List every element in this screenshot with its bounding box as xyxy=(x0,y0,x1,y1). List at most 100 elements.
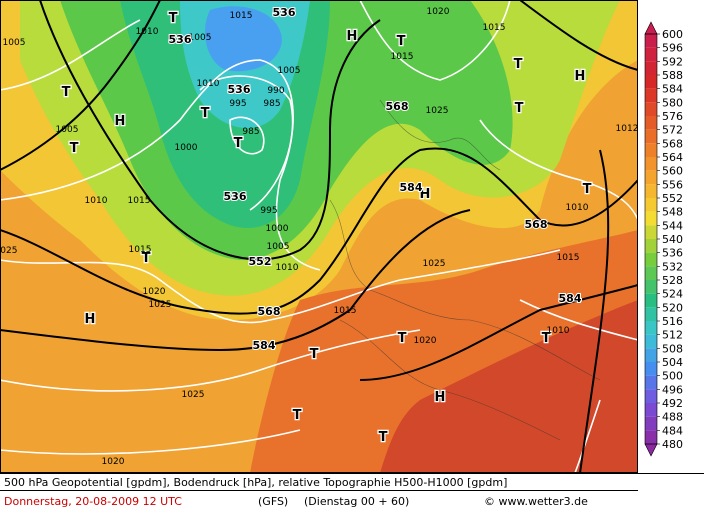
isobar-label: 1010 xyxy=(197,79,220,89)
pressure-system: H xyxy=(575,69,586,84)
colorbar-label: 560 xyxy=(662,165,683,178)
isobar-label: 1000 xyxy=(175,143,198,153)
colorbar-band xyxy=(645,389,657,403)
colorbar-band xyxy=(645,266,657,280)
pressure-system: T xyxy=(201,106,210,121)
isobar-label: 1012 xyxy=(616,124,639,134)
colorbar-band xyxy=(645,225,657,239)
colorbar-label: 592 xyxy=(662,55,683,68)
colorbar-label: 580 xyxy=(662,96,683,109)
isobar-label: 1005 xyxy=(3,38,26,48)
pressure-system: H xyxy=(115,114,126,129)
colorbar-cap xyxy=(644,21,658,35)
pressure-system: T xyxy=(397,34,406,49)
colorbar-band xyxy=(645,47,657,62)
colorbar-label: 508 xyxy=(662,342,683,355)
colorbar-label: 524 xyxy=(662,288,683,301)
isobar-label: 990 xyxy=(267,86,284,96)
isobar-label: 985 xyxy=(242,127,259,137)
colorbar-label: 572 xyxy=(662,124,683,137)
colorbar-label: 544 xyxy=(662,219,683,232)
colorbar-band xyxy=(645,184,657,198)
height-label: 584 xyxy=(253,339,276,352)
colorbar-label: 584 xyxy=(662,83,683,96)
pressure-system: T xyxy=(379,430,388,445)
colorbar-label: 520 xyxy=(662,301,683,314)
pressure-system: T xyxy=(169,11,178,26)
isobar-label: 1020 xyxy=(143,287,166,297)
colorbar-label: 480 xyxy=(662,438,683,451)
isobar-label: 1010 xyxy=(276,263,299,273)
isobar-label: 1020 xyxy=(427,7,450,17)
colorbar-label: 548 xyxy=(662,206,683,219)
colorbar-label: 500 xyxy=(662,370,683,383)
isobar-label: 1010 xyxy=(85,196,108,206)
pressure-system: T xyxy=(62,85,71,100)
isobar-label: 1010 xyxy=(136,27,159,37)
colorbar: 6005965925885845805765725685645605565525… xyxy=(644,21,683,457)
isobar-label: 1015 xyxy=(391,52,414,62)
colorbar-label: 540 xyxy=(662,233,683,246)
colorbar-label: 552 xyxy=(662,192,683,205)
pressure-system: H xyxy=(420,187,431,202)
colorbar-band xyxy=(645,211,657,226)
isobar-label: 985 xyxy=(263,99,280,109)
height-label: 568 xyxy=(258,305,281,318)
isobar-label: 1015 xyxy=(557,253,580,263)
pressure-system: T xyxy=(542,331,551,346)
isobar-label: 1015 xyxy=(483,23,506,33)
height-label: 584 xyxy=(559,292,582,305)
isobar-label: 1020 xyxy=(102,457,125,467)
colorbar-band xyxy=(645,403,657,417)
colorbar-band xyxy=(645,75,657,89)
isobar-label: 1010 xyxy=(566,203,589,213)
colorbar-band xyxy=(645,116,657,130)
height-label: 536 xyxy=(273,6,296,19)
isobar-label: 1015 xyxy=(129,245,152,255)
height-label: 552 xyxy=(249,255,272,268)
height-label: 536 xyxy=(228,83,251,96)
colorbar-label: 576 xyxy=(662,110,683,123)
isobar-label: 1015 xyxy=(334,306,357,316)
pressure-system: T xyxy=(515,101,524,116)
pressure-system: T xyxy=(398,331,407,346)
colorbar-label: 488 xyxy=(662,411,683,424)
colorbar-band xyxy=(645,334,657,349)
pressure-system: T xyxy=(70,141,79,156)
colorbar-band xyxy=(645,430,657,444)
colorbar-band xyxy=(645,157,657,171)
colorbar-band xyxy=(645,321,657,335)
colorbar-label: 556 xyxy=(662,178,683,191)
field-band xyxy=(205,6,282,72)
colorbar-label: 496 xyxy=(662,383,683,396)
height-label: 568 xyxy=(525,218,548,231)
isobar-label: 1025 xyxy=(426,106,449,116)
colorbar-label: 516 xyxy=(662,315,683,328)
footer-date: Donnerstag, 20-08-2009 12 UTC xyxy=(4,495,182,508)
height-label: 584 xyxy=(400,181,423,194)
colorbar-label: 532 xyxy=(662,260,683,273)
colorbar-label: 568 xyxy=(662,137,683,150)
colorbar-cap xyxy=(644,443,658,457)
colorbar-label: 536 xyxy=(662,247,683,260)
isobar-label: 1005 xyxy=(267,242,290,252)
pressure-system: H xyxy=(347,29,358,44)
isobar-label: 1010 xyxy=(547,326,570,336)
colorbar-band xyxy=(645,88,657,103)
pressure-system: H xyxy=(435,390,446,405)
colorbar-band xyxy=(645,170,657,185)
colorbar-label: 492 xyxy=(662,397,683,410)
pressure-system: T xyxy=(293,408,302,423)
isobar-label: 995 xyxy=(229,99,246,109)
isobar-label: 1020 xyxy=(414,336,437,346)
colorbar-band xyxy=(645,239,657,253)
colorbar-label: 504 xyxy=(662,356,683,369)
isobar-label: 1025 xyxy=(149,300,172,310)
isobar-label: 1015 xyxy=(230,11,253,21)
colorbar-label: 564 xyxy=(662,151,683,164)
isobar-label: 1015 xyxy=(128,196,151,206)
isobar-label: 1025 xyxy=(423,259,446,269)
colorbar-label: 588 xyxy=(662,69,683,82)
